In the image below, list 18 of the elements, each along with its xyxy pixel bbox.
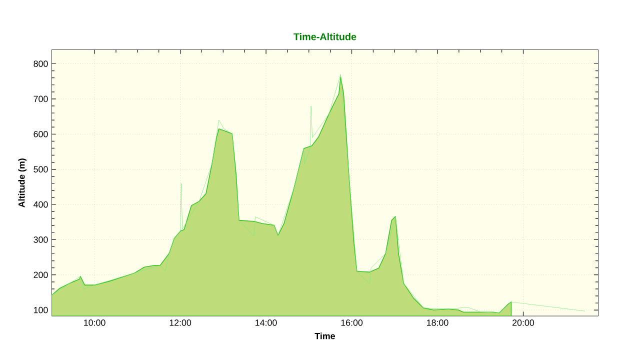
line-series (52, 74, 586, 314)
y-tick-label: 600 (34, 131, 48, 138)
y-tick-label: 300 (34, 236, 48, 243)
x-tick-label: 16:00 (341, 320, 363, 326)
y-tick-label: 800 (34, 60, 48, 68)
x-tick-label: 10:00 (84, 320, 106, 326)
y-tick-label: 200 (34, 272, 48, 278)
x-axis-title: Time (314, 332, 335, 340)
y-tick-label: 500 (34, 166, 48, 173)
y-tick-label: 700 (34, 96, 48, 102)
y-axis-title: Altitude (m) (18, 158, 27, 208)
x-tick-label: 18:00 (427, 320, 448, 326)
chart-title: Time-Altitude (294, 33, 356, 40)
x-tick-label: 12:00 (170, 320, 192, 326)
x-tick-label: 20:00 (512, 320, 534, 326)
y-tick-label: 400 (34, 201, 48, 208)
y-tick-label: 100 (34, 306, 48, 314)
x-tick-label: 14:00 (256, 320, 277, 326)
